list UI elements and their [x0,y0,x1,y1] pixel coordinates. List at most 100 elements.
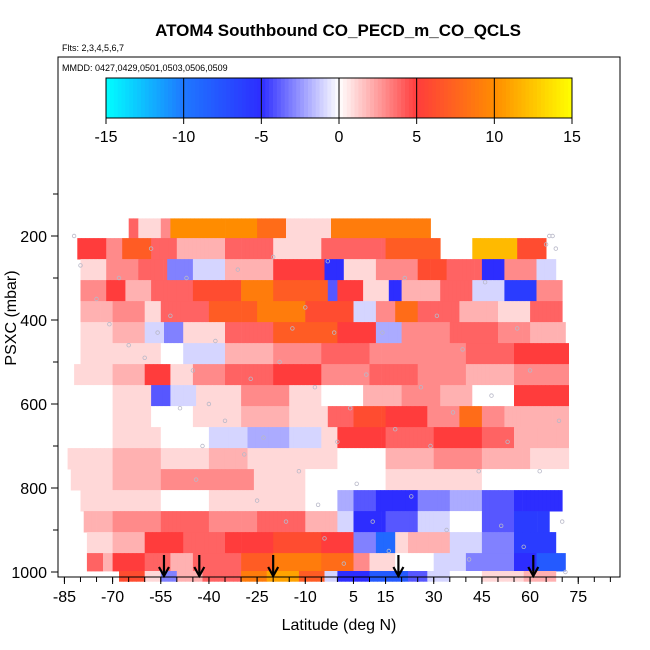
heatmap-cell [410,406,416,428]
heatmap-cell [221,553,226,572]
heatmap-cell [309,490,314,512]
heatmap-cell [160,490,166,512]
heatmap-cell [136,364,142,386]
heatmap-cell [216,427,221,449]
heatmap-cell [269,280,274,302]
heatmap-cell [457,553,463,572]
heatmap-cell [92,448,97,470]
heatmap-cell [241,571,246,582]
heatmap-cell [325,490,330,512]
heatmap-cell [301,448,306,470]
heatmap-cell [389,343,394,365]
heatmap-cell [410,553,415,572]
heatmap-cell [320,280,325,302]
heatmap-cell [462,259,467,281]
heatmap-cell [521,364,527,386]
heatmap-cell [79,406,85,428]
heatmap-cell [390,553,396,572]
heatmap-cell [155,280,160,302]
heatmap-cell [144,427,150,449]
heatmap-cell [157,364,163,386]
heatmap-cell [554,301,559,323]
heatmap-cell [427,571,432,582]
heatmap-cell [124,364,129,386]
colorbar-swatch [179,78,185,118]
heatmap-cell [192,406,198,428]
heatmap-cell [477,469,483,491]
heatmap-cell [307,571,313,582]
heatmap-cell [217,218,222,239]
heatmap-cell [213,490,218,512]
heatmap-cell [253,571,259,582]
heatmap-cell [136,571,141,582]
heatmap-cell [119,571,124,582]
heatmap-cell [332,280,338,302]
data-point [168,313,173,318]
heatmap-cell [353,490,358,512]
heatmap-cell [360,322,365,344]
heatmap-cell [233,553,238,572]
heatmap-cell [116,532,121,554]
heatmap-cell [558,490,563,512]
heatmap-cell [413,322,419,344]
heatmap-cell [132,364,138,386]
heatmap-cell [208,490,214,512]
heatmap-cell [554,490,559,512]
heatmap-cell [281,364,286,386]
heatmap-cell [369,469,374,491]
heatmap-cell [377,427,382,449]
heatmap-cell [153,364,158,386]
heatmap-cell [473,511,479,533]
heatmap-cell [510,343,515,365]
data-point [386,548,391,554]
heatmap-cell [350,385,356,407]
heatmap-cell [502,364,507,386]
heatmap-cell [265,553,270,572]
heatmap-cell [489,511,495,533]
heatmap-cell [108,490,113,512]
heatmap-cell [510,532,515,554]
heatmap-cell [261,553,266,572]
colorbar-swatch [214,78,220,118]
heatmap-cell [196,448,202,470]
heatmap-cell [549,343,554,365]
heatmap-cell [253,532,258,554]
heatmap-cell [545,343,550,365]
data-point [332,330,337,335]
heatmap-cell [469,448,475,470]
heatmap-cell [70,469,76,491]
heatmap-cell [313,511,318,533]
heatmap-cell [84,490,89,512]
colorbar-swatch [113,78,119,118]
heatmap-cell [379,301,385,323]
heatmap-cell [253,259,258,281]
heatmap-cell [509,238,514,260]
heatmap-cell [369,511,374,533]
heatmap-cell [185,364,190,386]
heatmap-cell [506,490,511,512]
heatmap-cell [329,238,334,260]
data-point [116,275,122,281]
heatmap-cell [337,490,342,512]
heatmap-cell [301,511,306,533]
heatmap-cell [184,448,190,470]
heatmap-cell [297,532,302,554]
heatmap-cell [289,385,294,407]
heatmap-cell [148,511,154,533]
heatmap-cell [436,238,441,260]
heatmap-cell [361,553,366,572]
heatmap-cell [417,490,423,512]
heatmap-cell [453,532,459,554]
colorbar-swatch [335,78,340,118]
heatmap-cell [305,385,310,407]
heatmap-cell [67,427,73,449]
heatmap-cell [385,511,390,533]
heatmap-cell [241,553,246,572]
heatmap-cell [293,532,298,554]
heatmap-cell [391,301,396,323]
heatmap-cell [253,469,259,491]
data-point [543,242,549,247]
heatmap-cell [537,343,542,365]
heatmap-cell [148,322,153,344]
heatmap-cell [489,322,495,344]
